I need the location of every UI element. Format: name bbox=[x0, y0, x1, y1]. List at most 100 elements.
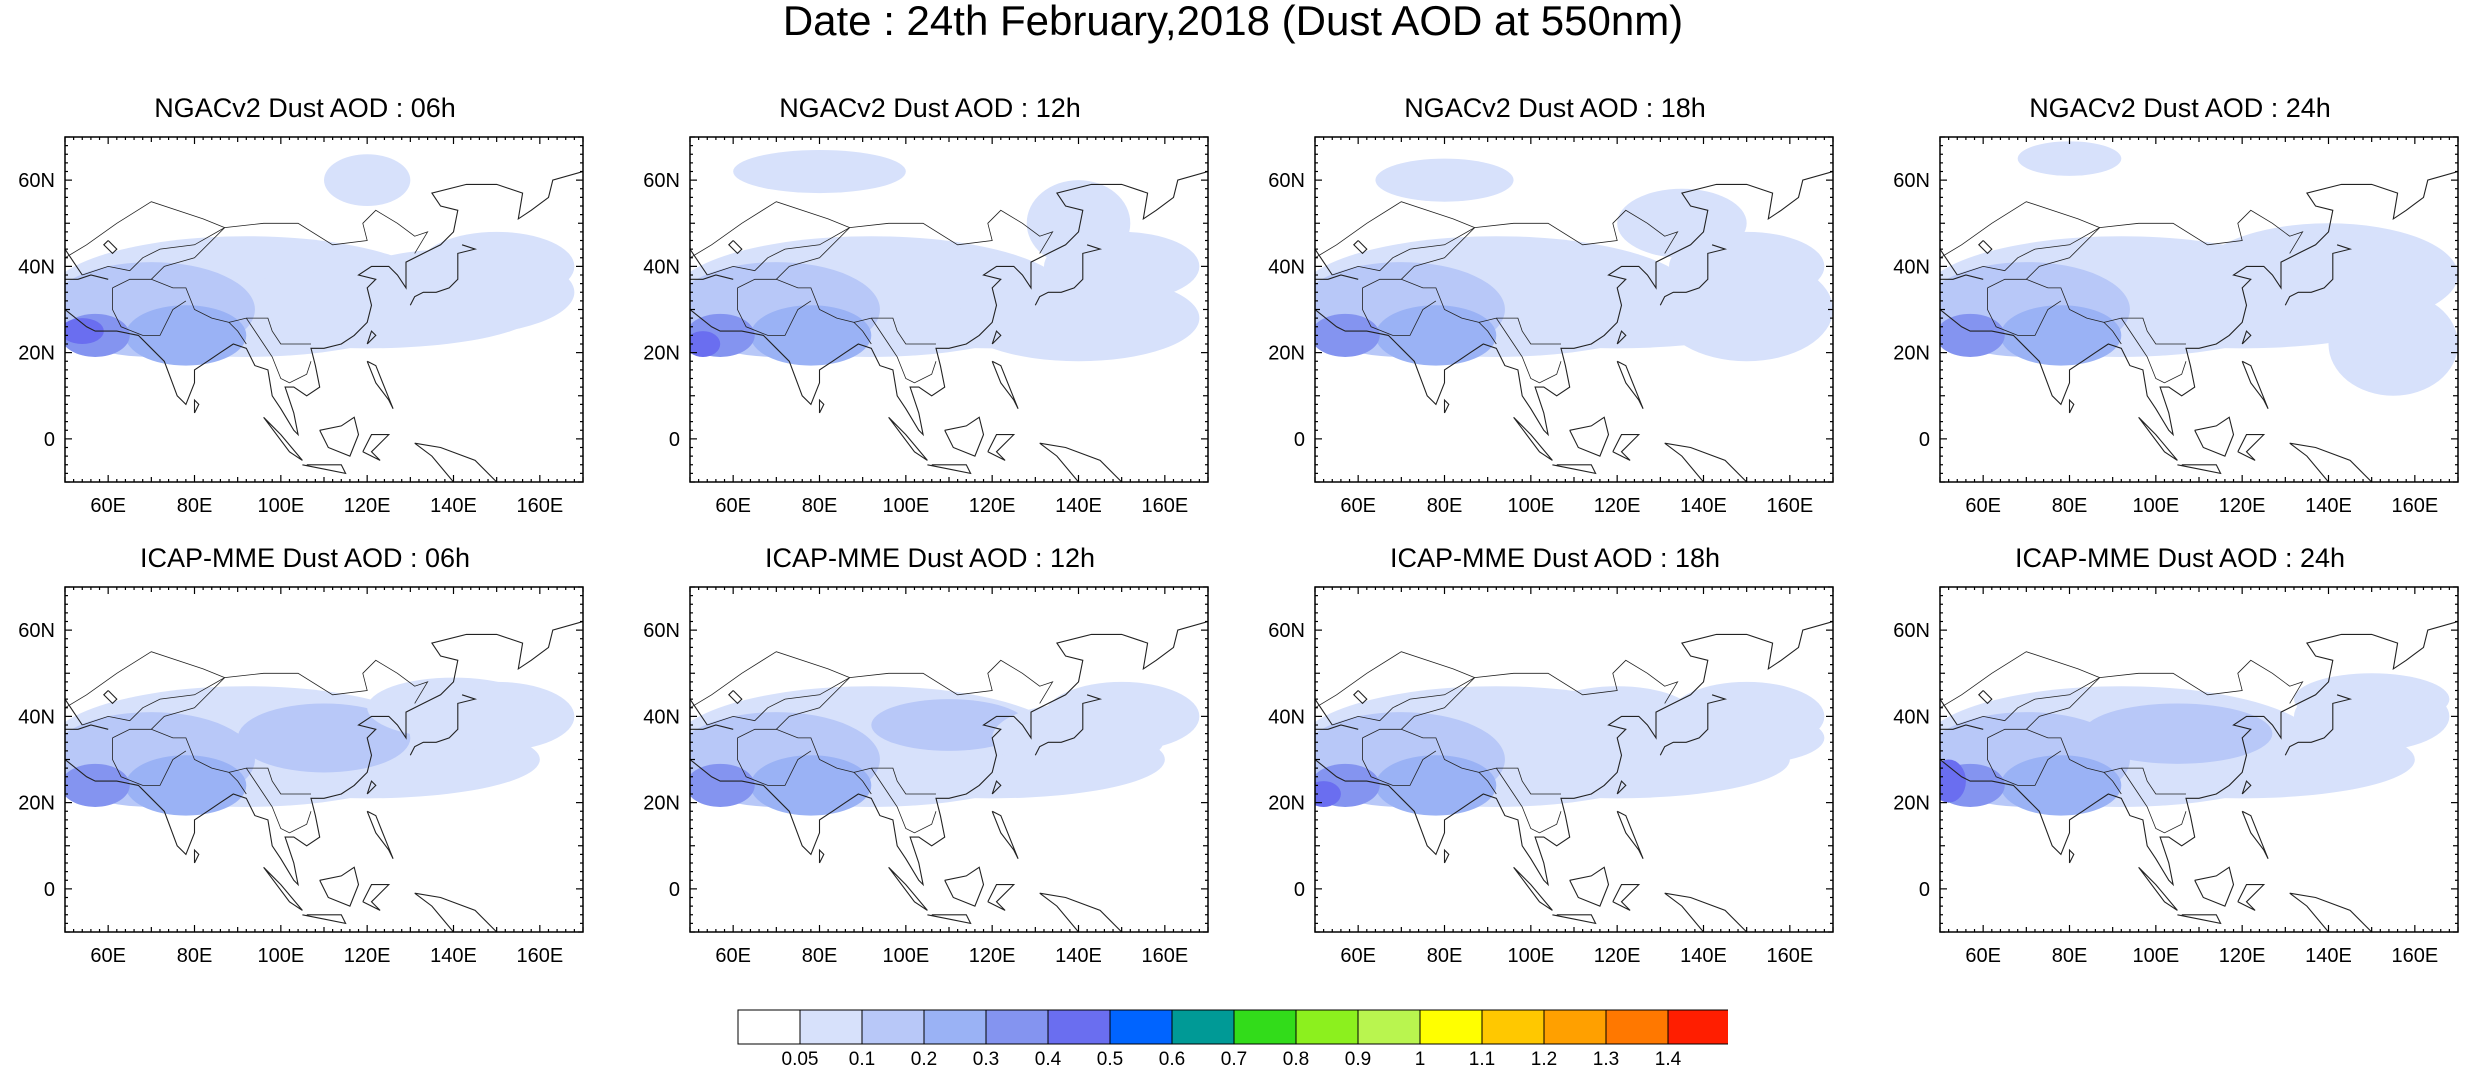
colorbar-label: 1.4 bbox=[1655, 1049, 1682, 1068]
coastlines bbox=[65, 620, 583, 932]
country-border bbox=[870, 317, 937, 384]
lat-tick-label: 60N bbox=[1268, 170, 1305, 192]
country-border bbox=[1495, 767, 1562, 834]
lat-tick-label: 40N bbox=[643, 256, 680, 278]
aod-contour bbox=[324, 154, 411, 206]
country-border bbox=[112, 728, 311, 795]
coastline bbox=[944, 416, 985, 457]
coastline bbox=[362, 434, 391, 461]
aod-contour bbox=[2328, 292, 2458, 396]
coastline bbox=[366, 810, 394, 859]
map-svg: 60E 80E 100E 120E 140E 160E 0 20N 40N 60N bbox=[18, 136, 584, 517]
coastline bbox=[1664, 892, 1748, 932]
country-border bbox=[1987, 737, 2062, 786]
coastline bbox=[690, 724, 734, 730]
aod-contour bbox=[1617, 188, 1747, 258]
lat-tick-label: 40N bbox=[18, 256, 55, 278]
aod-contour bbox=[2017, 141, 2122, 176]
lon-tick-label: 120E bbox=[2219, 495, 2266, 517]
lon-tick-label: 100E bbox=[1507, 495, 1554, 517]
aod-contour bbox=[1940, 759, 1966, 803]
lon-tick-label: 120E bbox=[1594, 945, 1641, 967]
coastline bbox=[302, 464, 347, 475]
coastline bbox=[1940, 698, 1958, 726]
lon-tick-label: 80E bbox=[1427, 495, 1463, 517]
colorbar-label: 1.2 bbox=[1531, 1049, 1557, 1068]
country-border bbox=[82, 677, 225, 726]
coastline bbox=[1659, 244, 1728, 306]
country-border bbox=[707, 677, 850, 726]
coastline bbox=[1940, 248, 1958, 276]
country-border bbox=[853, 772, 872, 795]
country-border bbox=[1940, 201, 2100, 259]
coastlines bbox=[1315, 620, 1833, 932]
country-border bbox=[2103, 772, 2122, 795]
lat-tick-label: 60N bbox=[18, 170, 55, 192]
lon-tick-label: 140E bbox=[1680, 945, 1727, 967]
aod-contour bbox=[690, 331, 721, 357]
coastline bbox=[65, 724, 109, 730]
coastline bbox=[888, 416, 928, 461]
lon-tick-label: 120E bbox=[969, 945, 1016, 967]
coastline bbox=[1978, 240, 1993, 255]
coastline bbox=[1569, 866, 1610, 907]
coastline bbox=[2241, 360, 2269, 409]
panel-title: ICAP-MME Dust AOD : 12h bbox=[764, 543, 1096, 573]
lat-tick-label: 20N bbox=[1893, 343, 1930, 365]
country-border bbox=[2120, 317, 2187, 384]
lon-tick-label: 140E bbox=[430, 495, 477, 517]
coastline bbox=[362, 884, 391, 911]
country-border bbox=[65, 201, 225, 259]
lon-tick-label: 120E bbox=[1594, 495, 1641, 517]
lat-tick-label: 40N bbox=[643, 706, 680, 728]
lon-tick-label: 60E bbox=[90, 945, 126, 967]
country-border bbox=[1957, 227, 2100, 276]
lat-tick-label: 20N bbox=[1268, 343, 1305, 365]
coastline bbox=[728, 690, 743, 705]
aod-contour bbox=[1375, 305, 1497, 366]
map-panel: ICAP-MME Dust AOD : 18h 60E 80E 100E 120E 140… bbox=[1255, 542, 1855, 992]
coastline bbox=[2138, 866, 2178, 911]
coastline bbox=[690, 620, 1208, 887]
country-border bbox=[112, 287, 187, 336]
colorbar-swatch bbox=[1233, 1009, 1297, 1045]
country-border bbox=[2103, 322, 2122, 345]
coastline bbox=[991, 330, 1002, 345]
coastline bbox=[409, 694, 478, 756]
coastline bbox=[366, 360, 394, 409]
lat-tick-label: 20N bbox=[643, 343, 680, 365]
lat-tick-label: 0 bbox=[1919, 879, 1930, 901]
coastline bbox=[2237, 884, 2266, 911]
aod-field bbox=[690, 681, 1200, 816]
aod-contour bbox=[2293, 673, 2450, 725]
country-border bbox=[245, 317, 312, 384]
aod-field bbox=[1940, 673, 2450, 816]
colorbar-label: 0.4 bbox=[1035, 1049, 1062, 1068]
coastline bbox=[193, 848, 200, 864]
lon-tick-label: 100E bbox=[257, 495, 304, 517]
colorbar-swatch bbox=[1543, 1009, 1607, 1045]
lon-tick-label: 80E bbox=[2052, 945, 2088, 967]
panel-title: NGACv2 Dust AOD : 06h bbox=[154, 93, 456, 123]
coastline bbox=[319, 866, 360, 907]
coastline bbox=[2237, 434, 2266, 461]
lat-tick-label: 60N bbox=[643, 620, 680, 642]
coastline bbox=[1034, 244, 1103, 306]
lat-tick-label: 0 bbox=[1919, 429, 1930, 451]
country-border bbox=[776, 209, 1054, 280]
aod-field bbox=[65, 154, 575, 366]
ticks bbox=[1314, 136, 1834, 483]
lon-tick-label: 80E bbox=[802, 495, 838, 517]
country-border bbox=[1401, 659, 1679, 730]
map-panel: NGACv2 Dust AOD : 06h 60E 80E 100E 120E 140E 1… bbox=[5, 92, 605, 542]
aod-contour bbox=[125, 305, 247, 366]
coastline bbox=[263, 866, 303, 911]
coastline bbox=[2177, 464, 2222, 475]
coastline bbox=[1353, 690, 1368, 705]
colorbar-swatch bbox=[1605, 1009, 1669, 1045]
coastline bbox=[2241, 810, 2269, 859]
country-border bbox=[1987, 287, 2062, 336]
coastline bbox=[366, 780, 377, 795]
colorbar-swatch bbox=[1667, 1009, 1731, 1045]
coastline bbox=[1940, 620, 2458, 887]
